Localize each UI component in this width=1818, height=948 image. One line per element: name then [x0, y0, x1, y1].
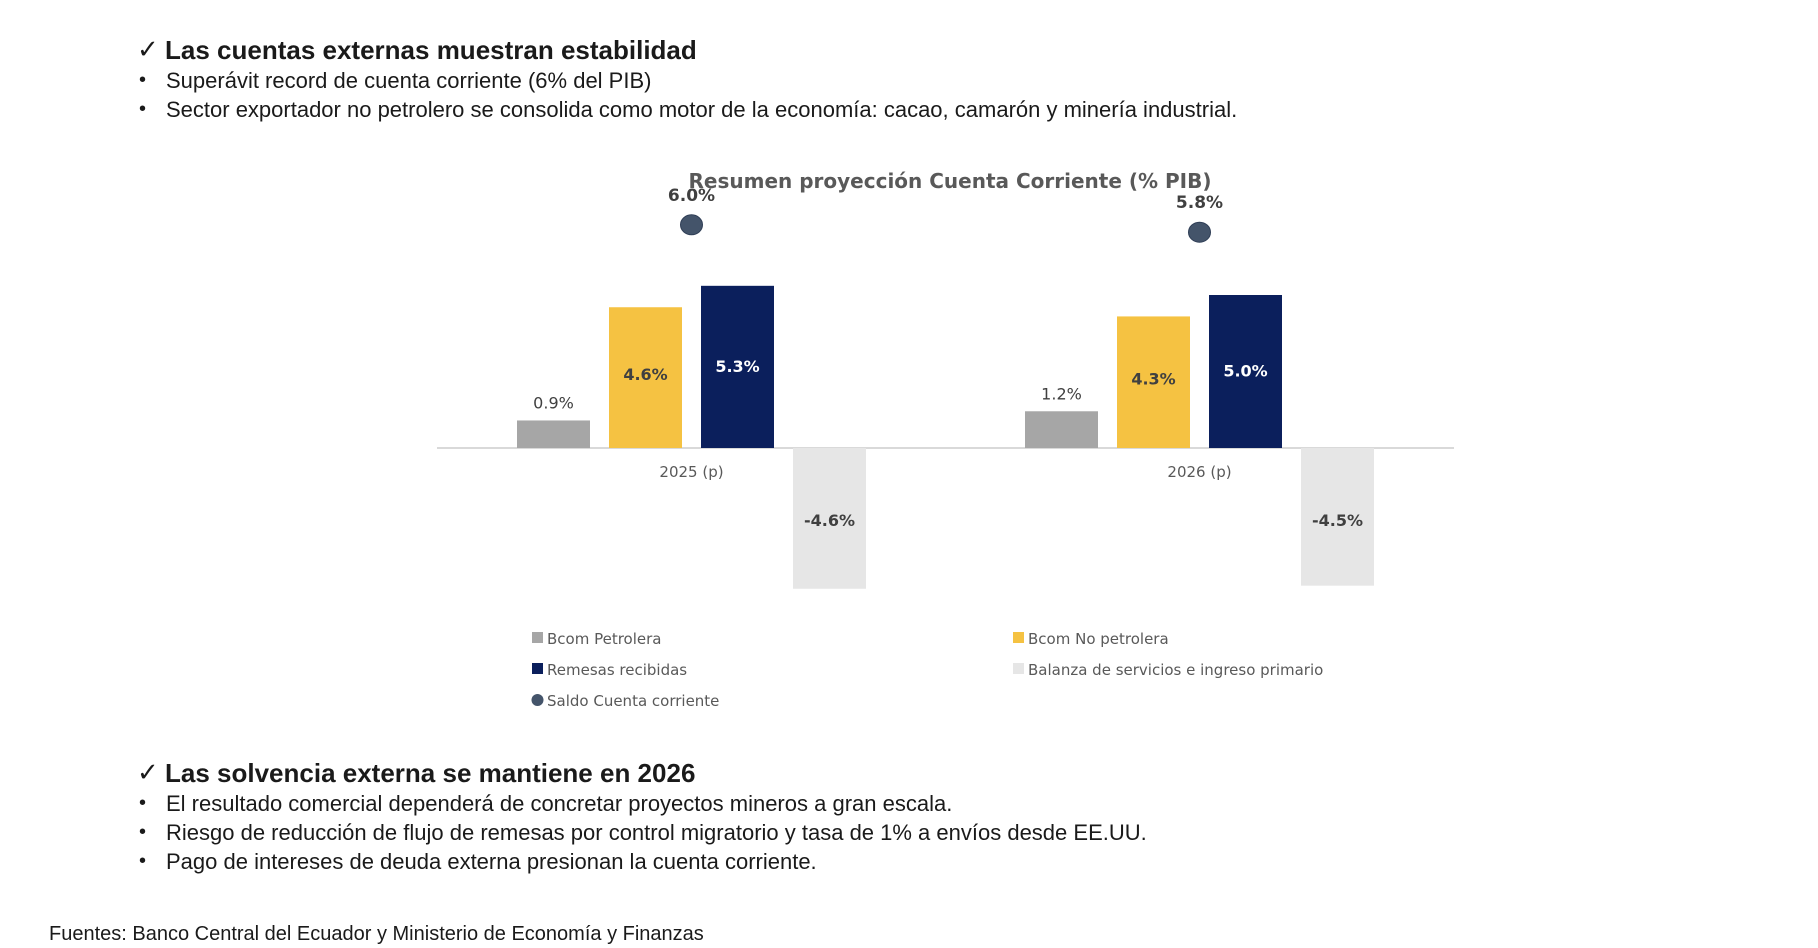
data-label: -4.5%: [1312, 511, 1363, 530]
legend-label: Saldo Cuenta corriente: [547, 692, 719, 710]
bar: [1117, 316, 1190, 448]
data-label: -4.6%: [804, 511, 855, 530]
legend-swatch: [532, 663, 543, 674]
section-heading: ✓ Las cuentas externas muestran estabili…: [137, 34, 1237, 66]
list-item: • Sector exportador no petrolero se conso…: [137, 95, 1237, 124]
list-item-text: El resultado comercial dependerá de conc…: [166, 791, 953, 816]
marker-point: [680, 214, 703, 236]
bullet-icon: •: [139, 98, 147, 120]
data-label: 1.2%: [1041, 384, 1082, 403]
list-item-text: Pago de intereses de deuda externa presi…: [166, 849, 817, 874]
data-label: 0.9%: [533, 393, 574, 412]
legend-swatch: [1013, 632, 1024, 643]
marker-point: [1188, 221, 1211, 243]
bullet-list: • El resultado comercial dependerá de con…: [137, 789, 1147, 876]
legend-swatch: [532, 632, 543, 643]
section-heading: ✓ Las solvencia externa se mantiene en 2…: [137, 757, 1147, 789]
legend-label: Remesas recibidas: [547, 661, 687, 679]
list-item-text: Superávit record de cuenta corriente (6%…: [166, 68, 652, 93]
x-tick-label: 2025 (p): [659, 463, 723, 481]
source-note: Fuentes: Banco Central del Ecuador y Min…: [49, 923, 704, 945]
legend-marker: [531, 694, 544, 706]
checkmark-icon: ✓: [137, 35, 159, 65]
legend-label: Balanza de servicios e ingreso primario: [1028, 661, 1323, 679]
data-label: 5.0%: [1223, 362, 1267, 381]
checkmark-icon: ✓: [137, 758, 159, 788]
heading-text: Las cuentas externas muestran estabilida…: [165, 35, 697, 65]
bar: [1209, 295, 1282, 448]
section-external-accounts: ✓ Las cuentas externas muestran estabili…: [137, 34, 1237, 124]
list-item: • Superávit record de cuenta corriente (6…: [137, 66, 1237, 95]
marker-label: 6.0%: [668, 186, 715, 206]
data-label: 4.6%: [623, 365, 667, 384]
list-item-text: Riesgo de reducción de flujo de remesas …: [166, 820, 1147, 845]
bar: [701, 285, 774, 448]
data-label: 5.3%: [715, 357, 759, 376]
bullet-icon: •: [139, 850, 147, 872]
bar: [1025, 411, 1098, 448]
list-item: • Pago de intereses de deuda externa pres…: [137, 847, 1147, 876]
legend-label: Bcom Petrolera: [547, 630, 662, 648]
x-tick-label: 2026 (p): [1167, 463, 1231, 481]
bullet-list: • Superávit record de cuenta corriente (6…: [137, 66, 1237, 124]
bar: [1301, 448, 1374, 586]
legend-label: Bcom No petrolera: [1028, 630, 1169, 648]
bar: [517, 420, 590, 448]
chart-title: Resumen proyección Cuenta Corriente (% P…: [689, 169, 1212, 193]
heading-text: Las solvencia externa se mantiene en 202…: [165, 758, 696, 788]
list-item: • El resultado comercial dependerá de con…: [137, 789, 1147, 818]
bar: [609, 307, 682, 448]
data-label: 4.3%: [1131, 370, 1175, 389]
bar: [793, 448, 866, 589]
list-item-text: Sector exportador no petrolero se consol…: [166, 97, 1238, 122]
bullet-icon: •: [139, 792, 147, 814]
bullet-icon: •: [139, 821, 147, 843]
marker-label: 5.8%: [1176, 193, 1223, 213]
bullet-icon: •: [139, 69, 147, 91]
section-external-solvency: ✓ Las solvencia externa se mantiene en 2…: [137, 757, 1147, 876]
list-item: • Riesgo de reducción de flujo de remesas…: [137, 818, 1147, 847]
legend-swatch: [1013, 663, 1024, 674]
